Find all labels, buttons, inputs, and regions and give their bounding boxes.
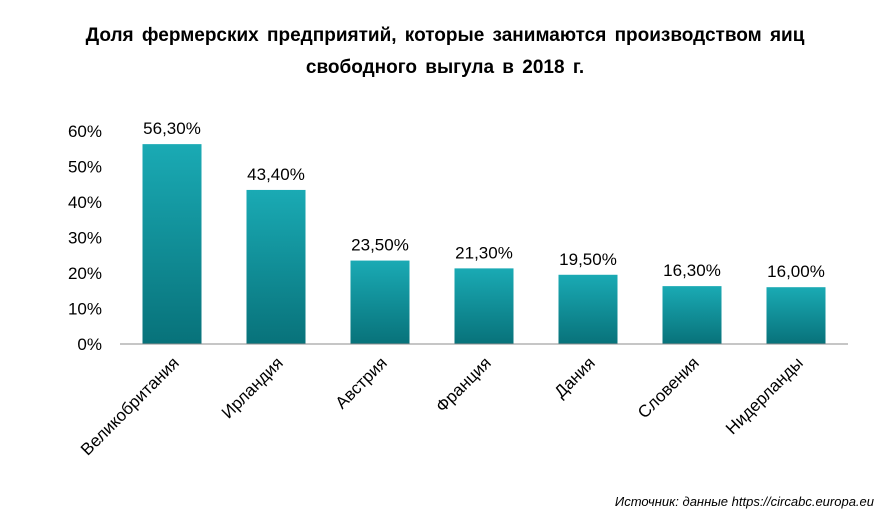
y-tick-label: 0% <box>77 335 102 354</box>
bar <box>454 268 514 344</box>
bar <box>766 287 826 344</box>
bar <box>246 189 306 344</box>
x-tick-label: Нидерланды <box>722 353 807 438</box>
bar <box>350 260 410 344</box>
data-label: 56,30% <box>143 119 201 138</box>
x-tick-label: Австрия <box>332 353 391 412</box>
x-tick-label: Франция <box>432 353 495 416</box>
data-label: 16,00% <box>767 262 825 281</box>
chart-title-line-2: свободного выгула в 2018 г. <box>305 57 585 78</box>
y-tick-label: 60% <box>68 122 102 141</box>
x-tick-label: Великобритания <box>77 353 183 459</box>
bar <box>142 144 202 344</box>
bar <box>662 286 722 344</box>
bar <box>558 274 618 344</box>
x-axis: Великобритания Ирландия Австрия Франция Дани… <box>77 343 848 459</box>
x-tick-label: Дания <box>551 353 599 401</box>
x-tick-label: Ирландия <box>218 353 287 422</box>
y-tick-label: 40% <box>68 193 102 212</box>
y-tick-label: 30% <box>68 229 102 248</box>
data-label: 19,50% <box>559 250 617 269</box>
x-tick-label: Словения <box>634 353 703 422</box>
chart-title-line-1: Доля фермерских предприятий, которые зан… <box>85 25 805 46</box>
y-tick-label: 20% <box>68 264 102 283</box>
chart-title: Доля фермерских предприятий, которые зан… <box>0 20 890 84</box>
y-tick-label: 50% <box>68 158 102 177</box>
data-label: 43,40% <box>247 165 305 184</box>
data-label: 21,30% <box>455 243 513 262</box>
bars: 56,30% 43,40% 23,50% 21,30% 19,50% 16,30% 16,0… <box>142 119 826 344</box>
y-axis: 0% 10% 20% 30% 40% 50% 60% <box>68 122 102 354</box>
source-note: Источник: данные https://circabc.europa.… <box>614 494 874 509</box>
data-label: 23,50% <box>351 236 409 255</box>
y-tick-label: 10% <box>68 300 102 319</box>
data-label: 16,30% <box>663 261 721 280</box>
